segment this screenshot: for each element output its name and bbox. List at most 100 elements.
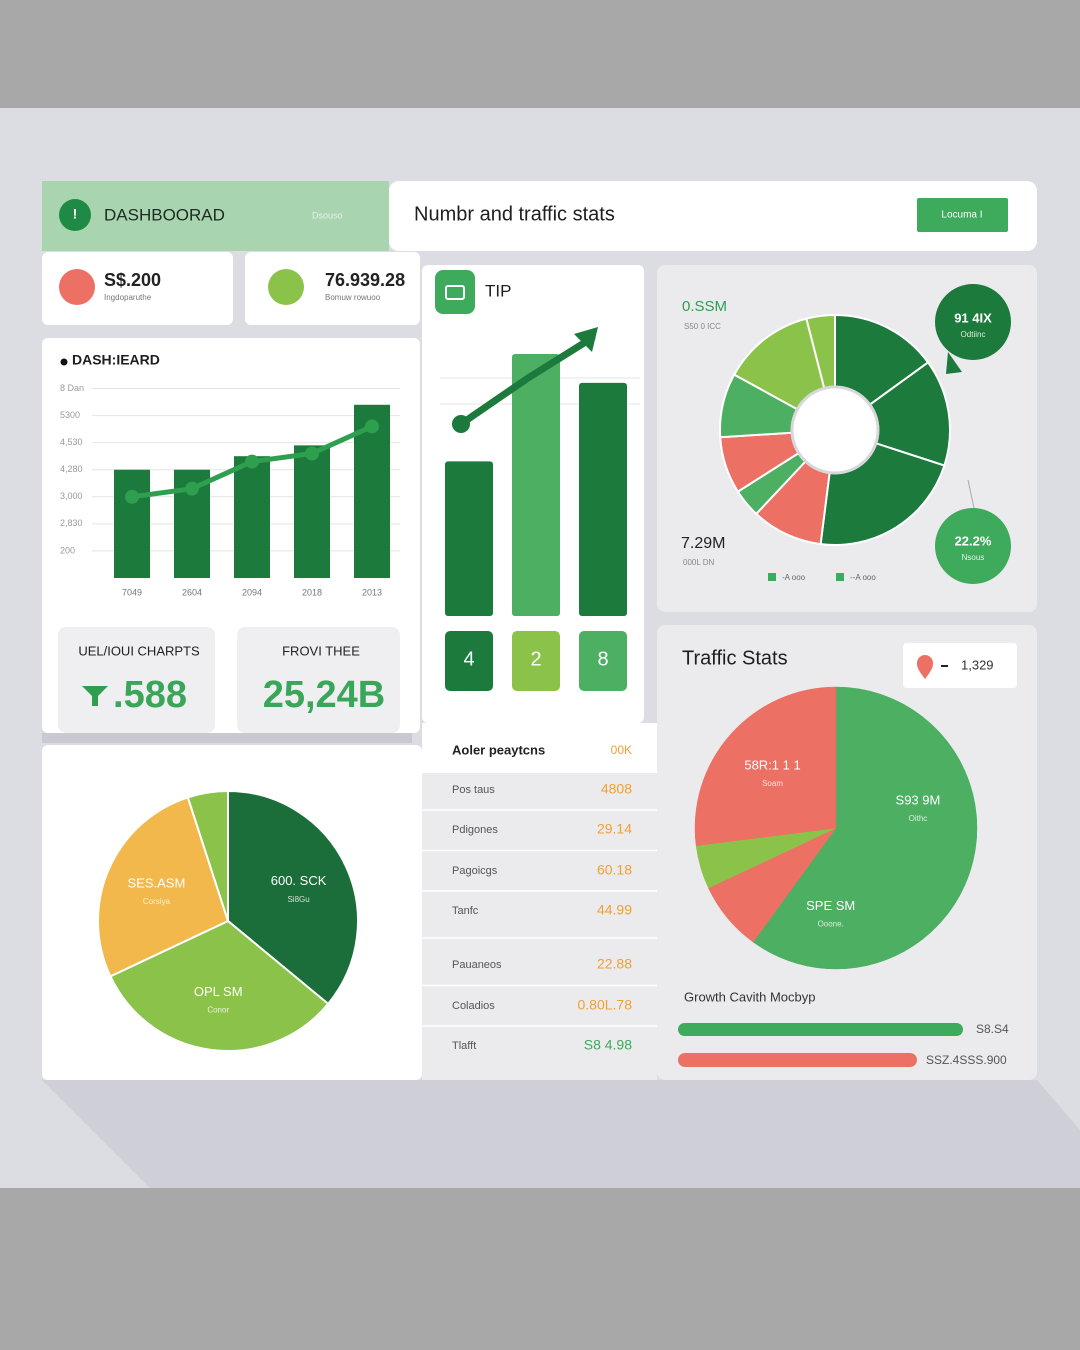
row-label: Pos taus bbox=[452, 784, 495, 796]
x-tick-label: 2094 bbox=[242, 587, 262, 597]
donut-hole bbox=[790, 385, 880, 475]
stat-icon bbox=[59, 269, 95, 305]
row-label: Tlafft bbox=[452, 1040, 476, 1052]
tip-badge-label: 4 bbox=[463, 648, 474, 670]
trend-arrow bbox=[457, 334, 596, 428]
tip-badge bbox=[445, 631, 493, 691]
kpi-icon bbox=[82, 686, 108, 706]
logo-glyph: ! bbox=[73, 206, 78, 222]
stat-value: S$.200 bbox=[104, 270, 161, 290]
pie-slice bbox=[694, 686, 837, 846]
y-tick-label: 8 Dan bbox=[60, 383, 84, 393]
tip-badge bbox=[512, 631, 560, 691]
bar bbox=[445, 461, 493, 616]
row-value: 4808 bbox=[601, 781, 632, 797]
slice-label: 58R:1 1 1 bbox=[744, 757, 800, 772]
callout-leader bbox=[967, 479, 975, 509]
row-value: 60.18 bbox=[597, 862, 632, 878]
growth-label: SSZ.4SSS.900 bbox=[926, 1053, 1007, 1067]
header-left bbox=[42, 181, 389, 251]
x-tick-label: 2604 bbox=[182, 587, 202, 597]
trend-point bbox=[125, 489, 139, 504]
growth-title: Growth Cavith Mocbyp bbox=[684, 989, 816, 1004]
slice-label: OPL SM bbox=[194, 984, 243, 999]
kpi-value: 25,24B bbox=[263, 674, 386, 716]
header-button-label[interactable]: Locuma I bbox=[941, 210, 982, 221]
header-button[interactable] bbox=[917, 198, 1008, 232]
pie-slice bbox=[752, 827, 905, 970]
y-tick-label: 200 bbox=[60, 545, 75, 555]
donut-title: 0.SSM bbox=[682, 298, 727, 315]
logo-icon bbox=[59, 199, 91, 231]
pie-slice bbox=[109, 919, 330, 1052]
y-tick-label: 5300 bbox=[60, 410, 80, 420]
slice-label: SPE SM bbox=[806, 898, 855, 913]
stat-label: Bomuw rowuoo bbox=[325, 293, 381, 302]
slice-label: S93 9M bbox=[896, 792, 941, 807]
bar-chart-title: DASH:IEARD bbox=[72, 352, 160, 368]
bar bbox=[234, 456, 270, 578]
row-value: 0.80L.78 bbox=[578, 997, 633, 1013]
row-label: Pauaneos bbox=[452, 959, 502, 971]
trend-start bbox=[452, 415, 470, 433]
trend-point bbox=[185, 481, 199, 496]
slice-label: SES.ASM bbox=[128, 875, 186, 890]
tip-icon bbox=[435, 270, 475, 314]
row-label: Coladios bbox=[452, 1000, 495, 1012]
dashboard-subtitle: Dsouso bbox=[312, 210, 343, 220]
tip-badge bbox=[579, 631, 627, 691]
y-tick-label: 4,280 bbox=[60, 464, 83, 474]
growth-bar bbox=[678, 1053, 917, 1067]
pie-slice bbox=[832, 361, 951, 467]
tip-badge-label: 8 bbox=[597, 648, 608, 670]
stat-icon bbox=[268, 269, 304, 305]
table-header: Aoler peaytcns bbox=[452, 742, 545, 757]
row-value: 44.99 bbox=[597, 902, 632, 918]
table-body-bg bbox=[422, 773, 657, 1080]
row-label: Pagoicgs bbox=[452, 865, 498, 877]
dashboard-title: DASHBOORAD bbox=[104, 205, 225, 224]
callout-label: Nsous bbox=[962, 553, 985, 562]
stat-label: Ingdoparuthe bbox=[104, 293, 152, 302]
card-edge bbox=[42, 733, 412, 743]
header-right bbox=[389, 181, 1037, 251]
pie-chart: 600. SCK Si8Gu OPL SM Conor SES.ASM Corsiya bbox=[97, 789, 359, 1052]
pie-slice bbox=[186, 789, 229, 922]
pin-icon bbox=[917, 655, 933, 679]
trend-point bbox=[245, 454, 259, 469]
trend-point bbox=[305, 446, 319, 461]
bar bbox=[579, 382, 627, 616]
slice-sublabel: Ooone. bbox=[818, 920, 844, 929]
bar bbox=[512, 354, 560, 616]
pie-slice bbox=[835, 686, 978, 952]
stat-card bbox=[42, 252, 233, 325]
tip-icon-glyph bbox=[445, 285, 465, 300]
slice-label: 600. SCK bbox=[271, 873, 327, 888]
bar bbox=[114, 469, 150, 578]
row-value: 29.14 bbox=[597, 821, 632, 837]
legend-label: -A ooo bbox=[782, 573, 806, 582]
row-value: 22.88 bbox=[597, 956, 632, 972]
row-label: Pdigones bbox=[452, 824, 498, 836]
shadow bbox=[42, 1080, 1080, 1188]
donut-total-label: 000L DN bbox=[683, 558, 715, 567]
traffic-title: Traffic Stats bbox=[682, 647, 788, 669]
title-bullet bbox=[60, 358, 68, 366]
kpi-card bbox=[58, 627, 215, 733]
kpi-label: UEL/IOUI CHARPTS bbox=[78, 643, 200, 658]
donut-subtitle: S50 0 ICC bbox=[684, 322, 721, 331]
stat-value: 76.939.28 bbox=[325, 270, 405, 290]
slice-sublabel: Si8Gu bbox=[287, 895, 309, 904]
slice-sublabel: Oithc bbox=[909, 814, 928, 823]
y-tick-label: 4,530 bbox=[60, 437, 83, 447]
callout-bubble bbox=[935, 508, 1011, 584]
growth-bar bbox=[678, 1023, 963, 1036]
slice-sublabel: Soam bbox=[762, 779, 783, 788]
callout-value: 22.2% bbox=[955, 533, 992, 548]
y-tick-label: 2,830 bbox=[60, 518, 83, 528]
tip-badge-label: 2 bbox=[530, 648, 541, 670]
table-header: 00K bbox=[611, 743, 632, 757]
tip-chart: 4 2 8 bbox=[445, 354, 627, 691]
bar-chart: 8 Dan 5300 4,530 4,280 3,000 2,830 200 7049 2604… bbox=[60, 383, 400, 597]
